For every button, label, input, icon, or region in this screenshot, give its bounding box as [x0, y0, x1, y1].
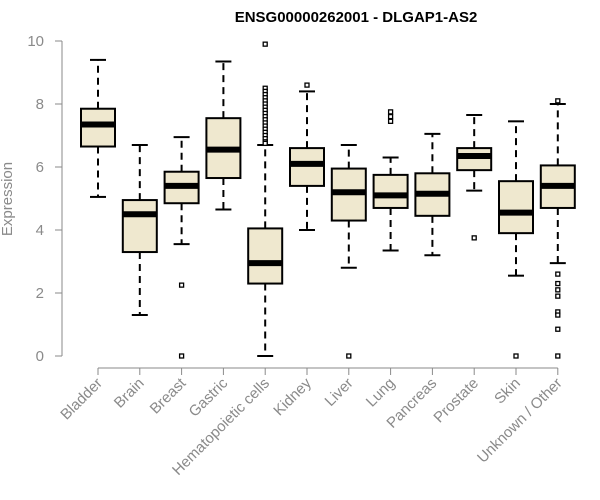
- x-tick-label: Prostate: [430, 375, 482, 427]
- outlier-point: [387, 118, 394, 124]
- outlier-point: [304, 82, 310, 88]
- outlier-point: [555, 271, 561, 277]
- box-12: [539, 98, 576, 359]
- box-8: [372, 109, 409, 252]
- iqr-box: [247, 227, 284, 285]
- y-tick-label: 0: [36, 348, 44, 365]
- x-tick-label: Skin: [491, 375, 524, 408]
- box-7: [330, 143, 367, 359]
- outlier-point: [555, 326, 561, 332]
- box-11: [498, 120, 534, 359]
- y-tick-label: 10: [27, 33, 44, 50]
- box-5: [247, 41, 284, 357]
- outlier-point: [555, 98, 561, 104]
- iqr-box: [289, 147, 325, 187]
- x-tick-label: Kidney: [270, 374, 315, 419]
- outlier-point: [555, 280, 561, 287]
- y-tick-label: 2: [36, 285, 44, 302]
- box-6: [289, 82, 325, 231]
- outlier-point: [178, 282, 185, 288]
- iqr-box: [372, 173, 409, 209]
- y-axis: 0 2 4 6 8 10: [27, 33, 63, 365]
- outlier-point: [555, 312, 561, 318]
- outlier-point: [471, 235, 477, 241]
- x-tick-label: Lung: [363, 375, 399, 411]
- outlier-point: [178, 353, 185, 359]
- box-series: [80, 41, 576, 359]
- outlier-point: [262, 41, 268, 47]
- y-tick-label: 6: [36, 159, 44, 176]
- x-tick-label: Breast: [147, 374, 190, 417]
- x-tick-label: Bladder: [57, 375, 106, 424]
- outlier-point: [555, 287, 561, 293]
- iqr-box: [456, 147, 493, 172]
- iqr-box: [80, 107, 116, 148]
- box-10: [456, 114, 493, 241]
- iqr-box: [121, 199, 158, 254]
- x-tick-label: Brain: [111, 375, 148, 412]
- box-9: [414, 132, 451, 257]
- box-3: [163, 136, 200, 359]
- y-axis-label: Expression: [0, 162, 16, 236]
- outlier-point: [555, 353, 561, 359]
- iqr-box: [498, 180, 534, 235]
- outlier-point: [387, 113, 394, 120]
- box-2: [121, 143, 158, 317]
- box-1: [80, 58, 116, 198]
- x-tick-label: Liver: [322, 375, 357, 410]
- y-tick-label: 4: [36, 222, 44, 239]
- outlier-point: [513, 353, 519, 359]
- outlier-point: [387, 109, 394, 115]
- box-4: [205, 60, 242, 211]
- chart-title: ENSG00000262001 - DLGAP1-AS2: [235, 9, 478, 26]
- outlier-point: [555, 293, 561, 299]
- y-tick-label: 8: [36, 96, 44, 113]
- outlier-point: [262, 140, 268, 147]
- outlier-point: [346, 353, 352, 359]
